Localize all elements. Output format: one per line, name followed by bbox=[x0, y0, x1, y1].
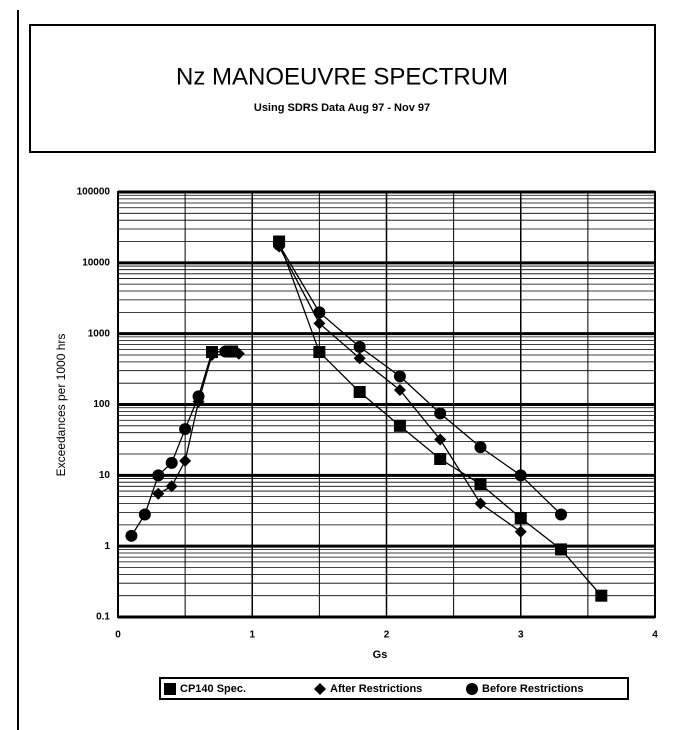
marker bbox=[353, 340, 366, 353]
marker bbox=[313, 346, 326, 359]
marker bbox=[192, 390, 205, 403]
series-line bbox=[130, 244, 562, 537]
legend-box bbox=[159, 677, 629, 700]
marker bbox=[179, 454, 192, 467]
marker bbox=[313, 317, 326, 330]
legend-label: Before Restrictions bbox=[482, 683, 583, 695]
marker bbox=[314, 683, 326, 695]
marker bbox=[165, 456, 178, 469]
y-tick-label: 1 bbox=[104, 541, 110, 552]
x-tick-label: 0 bbox=[115, 630, 121, 641]
series-line bbox=[157, 246, 522, 533]
y-tick-label: 10 bbox=[99, 470, 111, 481]
marker bbox=[165, 480, 178, 493]
y-tick-label: 1000 bbox=[88, 328, 111, 339]
marker bbox=[273, 238, 286, 251]
marker bbox=[514, 511, 527, 524]
marker bbox=[219, 345, 232, 358]
marker bbox=[393, 419, 406, 432]
marker bbox=[595, 589, 608, 602]
x-axis-label: Gs bbox=[373, 649, 388, 661]
marker bbox=[164, 683, 176, 695]
series-line bbox=[211, 241, 602, 597]
marker bbox=[393, 370, 406, 383]
chart-title: Nz MANOEUVRE SPECTRUM bbox=[176, 63, 508, 90]
marker bbox=[232, 347, 245, 360]
plot-frame bbox=[117, 191, 656, 618]
title-box bbox=[29, 24, 656, 153]
marker bbox=[555, 508, 568, 521]
chart-subtitle: Using SDRS Data Aug 97 - Nov 97 bbox=[254, 102, 430, 114]
legend-label: After Restrictions bbox=[330, 683, 422, 695]
x-tick-label: 2 bbox=[384, 630, 390, 641]
marker bbox=[555, 543, 568, 556]
marker bbox=[434, 433, 447, 446]
y-tick-label: 0.1 bbox=[96, 612, 110, 623]
marker bbox=[138, 508, 151, 521]
y-tick-label: 100000 bbox=[77, 187, 111, 198]
marker bbox=[474, 478, 487, 491]
marker bbox=[434, 453, 447, 466]
marker bbox=[474, 497, 487, 510]
legend-label: CP140 Spec. bbox=[180, 683, 246, 695]
marker bbox=[434, 407, 447, 420]
marker bbox=[313, 306, 326, 319]
y-axis-label: Exceedances per 1000 hrs bbox=[54, 334, 68, 477]
marker bbox=[353, 386, 366, 399]
x-tick-label: 1 bbox=[249, 630, 255, 641]
y-tick-label: 100 bbox=[93, 399, 110, 410]
marker bbox=[179, 423, 192, 436]
marker bbox=[514, 525, 527, 538]
marker bbox=[393, 384, 406, 397]
marker bbox=[152, 469, 165, 482]
x-tick-label: 4 bbox=[652, 630, 658, 641]
marker bbox=[474, 441, 487, 454]
marker bbox=[125, 529, 138, 542]
marker bbox=[205, 346, 218, 359]
marker bbox=[466, 683, 478, 695]
x-tick-label: 3 bbox=[518, 630, 524, 641]
y-tick-label: 10000 bbox=[82, 257, 110, 268]
marker bbox=[514, 469, 527, 482]
marker bbox=[152, 487, 165, 500]
marker bbox=[353, 352, 366, 365]
